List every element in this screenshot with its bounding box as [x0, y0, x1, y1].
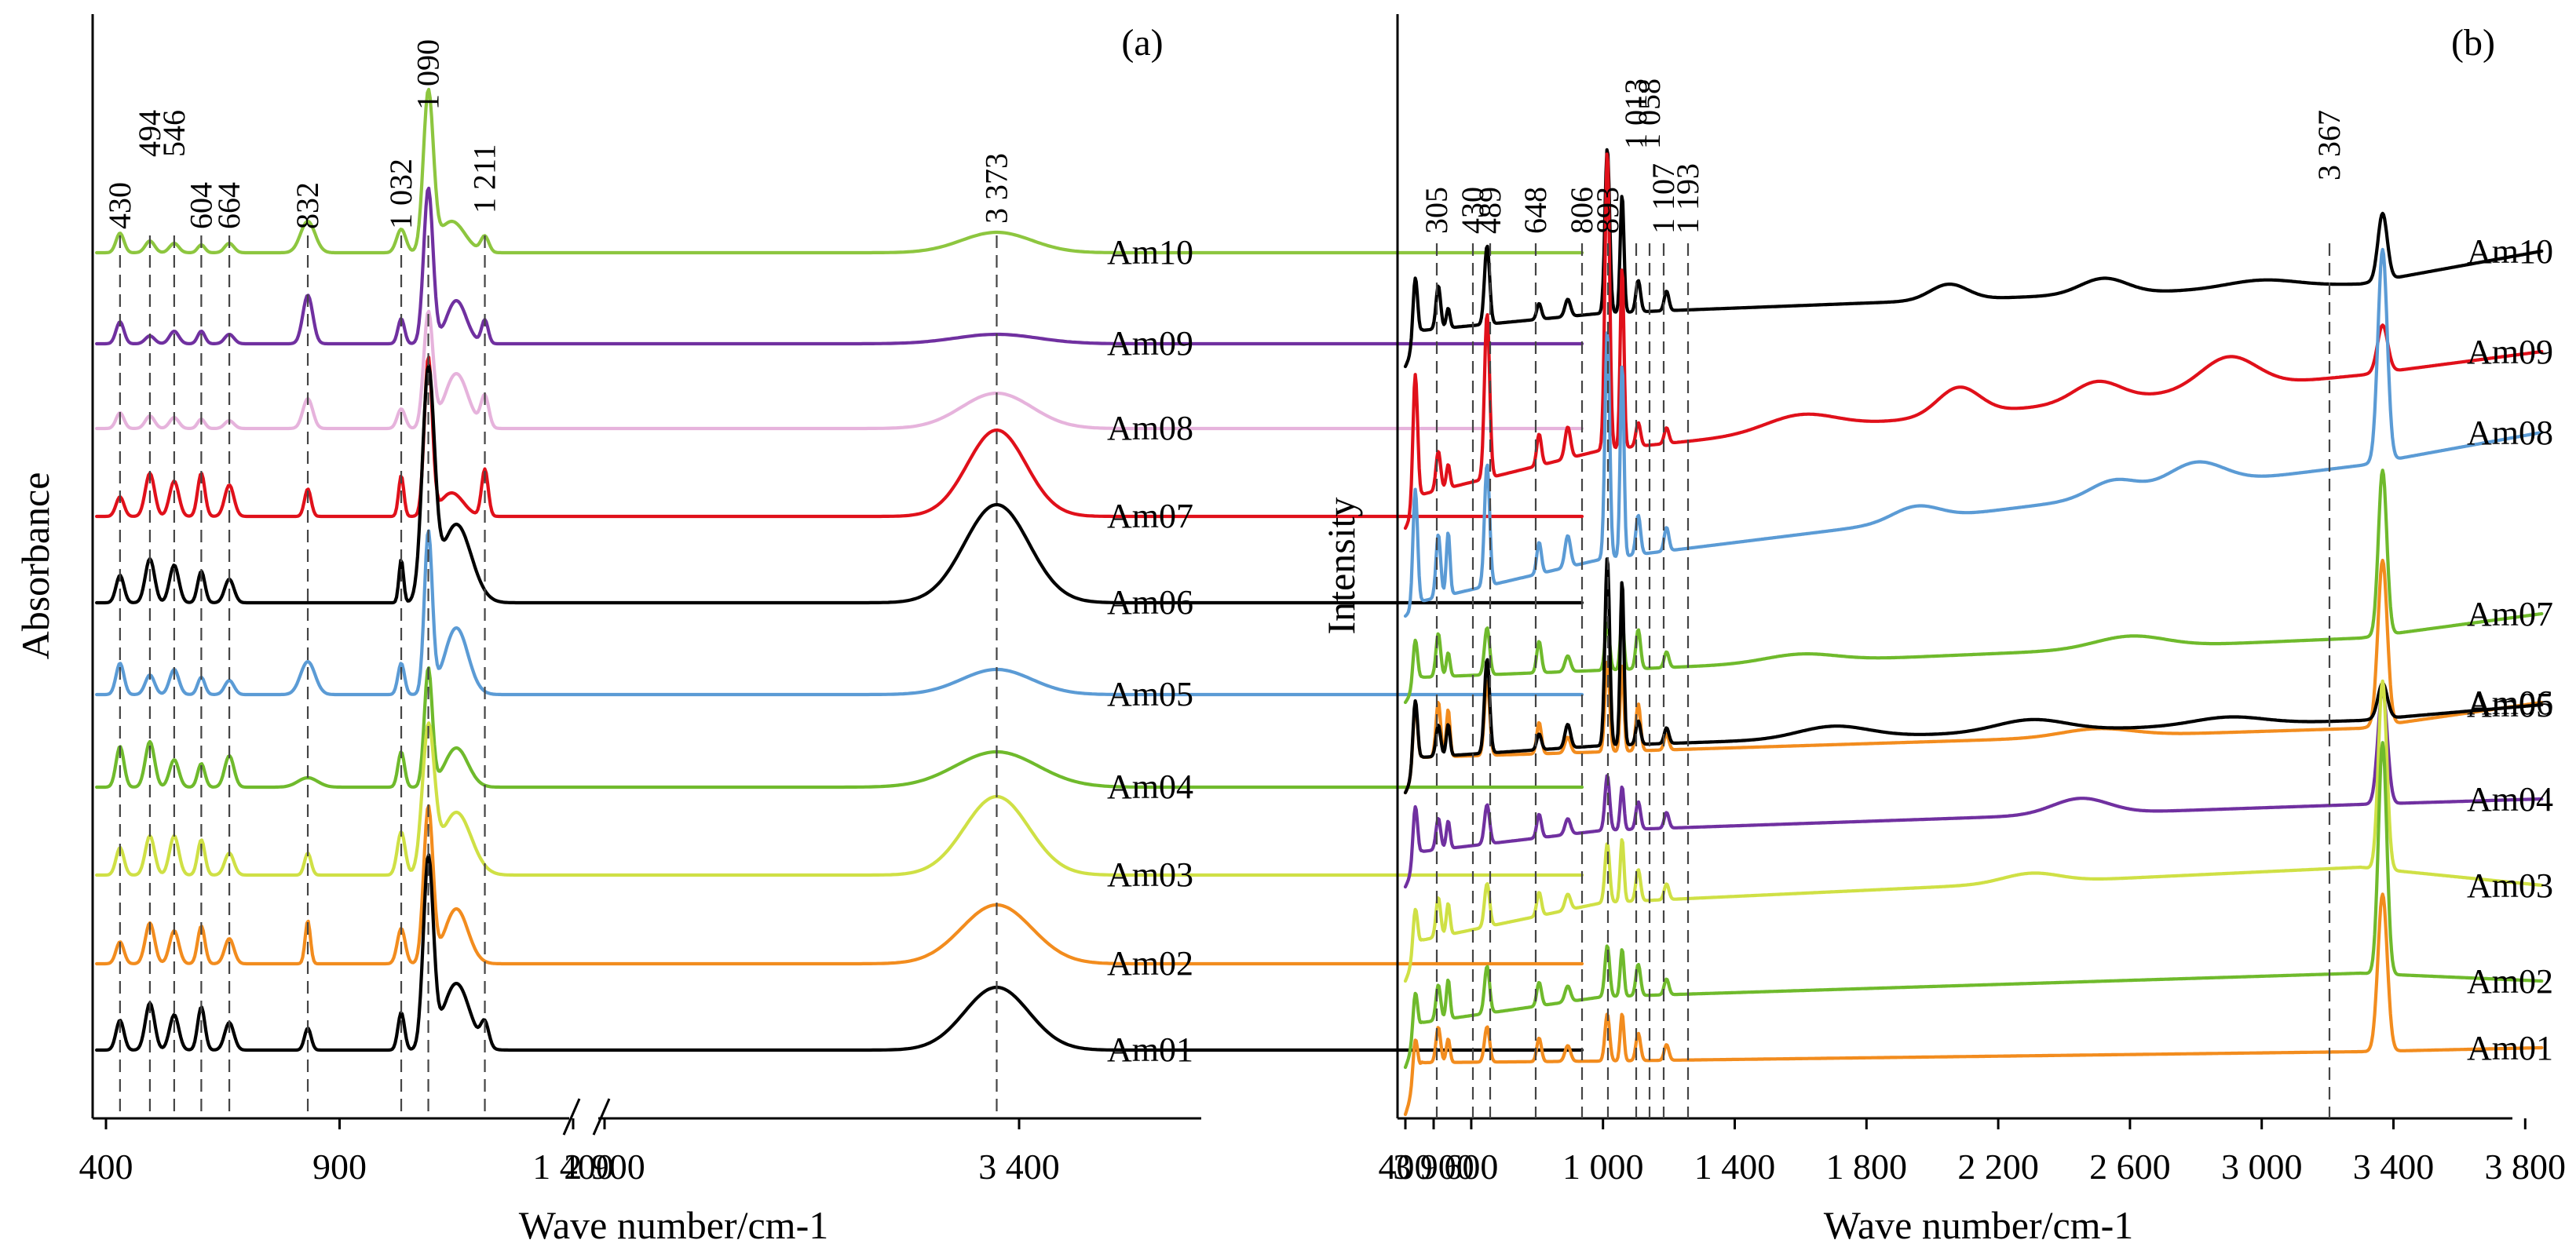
- x-tick-label-b-3-400: 3 400: [2353, 1147, 2435, 1187]
- series-label-b-am07: Am07: [2467, 595, 2553, 633]
- x-axis-label-a: Wave number/cm-1: [519, 1203, 828, 1247]
- x-tick-label-b-3-800: 3 800: [2485, 1147, 2567, 1187]
- series-label-b-am04: Am04: [2467, 780, 2553, 819]
- peak-label-a-604: 604: [183, 182, 218, 229]
- series-label-b-am08: Am08: [2467, 414, 2553, 452]
- series-label-a-am09: Am09: [1107, 324, 1193, 363]
- series-label-a-am03: Am03: [1107, 855, 1193, 894]
- peak-label-b-305: 305: [1419, 187, 1454, 234]
- peak-label-b-806: 806: [1564, 187, 1599, 234]
- x-tick-label-a-900: 900: [312, 1147, 367, 1187]
- series-label-b-am09: Am09: [2467, 333, 2553, 371]
- trace-b-am08: [1403, 247, 2544, 618]
- peak-label-a-546: 546: [156, 110, 192, 157]
- y-axis-label-b: Intensity: [1319, 498, 1363, 635]
- x-tick-label-a-400: 400: [79, 1147, 133, 1187]
- peak-label-b-3-367: 3 367: [2311, 110, 2347, 181]
- x-tick-label-a-1-400: 1 400: [532, 1147, 614, 1187]
- trace-b-am03: [1403, 679, 2544, 983]
- series-label-a-am05: Am05: [1107, 675, 1193, 713]
- peak-label-b-648: 648: [1518, 187, 1553, 234]
- panel-label-b: (b): [2451, 22, 2495, 64]
- x-tick-label-b-2-200: 2 200: [1957, 1147, 2039, 1187]
- trace-b-am10: [1403, 148, 2544, 369]
- trace-a-am03: [95, 721, 1584, 877]
- peak-label-a-832: 832: [290, 182, 325, 229]
- x-tick-label-a-3-900: 3 900: [1393, 1147, 1474, 1187]
- trace-a-am05: [95, 529, 1584, 697]
- peak-label-b-893: 893: [1590, 187, 1625, 234]
- y-axis-label-a: Absorbance: [13, 472, 57, 660]
- series-label-a-am08: Am08: [1107, 409, 1193, 447]
- trace-b-am07: [1403, 469, 2544, 705]
- series-label-b-am01: Am01: [2467, 1029, 2553, 1067]
- trace-a-am06: [95, 363, 1584, 605]
- trace-a-am09: [95, 186, 1584, 346]
- trace-b-am09: [1403, 152, 2544, 531]
- trace-b-am05: [1403, 557, 2544, 795]
- series-label-b-am02: Am02: [2467, 962, 2553, 1001]
- trace-a-am10: [95, 87, 1584, 255]
- trace-a-am07: [95, 356, 1584, 519]
- peak-label-b-430: 430: [1455, 187, 1490, 234]
- series-label-a-am04: Am04: [1107, 768, 1193, 806]
- series-label-b-am06: Am06: [2467, 684, 2553, 722]
- peak-label-a-664: 664: [211, 182, 247, 229]
- x-tick-label-b-1-400: 1 400: [1694, 1147, 1776, 1187]
- x-axis-label-b: Wave number/cm-1: [1824, 1203, 2133, 1247]
- trace-a-am01: [95, 853, 1584, 1052]
- trace-a-am02: [95, 804, 1584, 966]
- x-tick-label-a-2-900: 2 900: [564, 1147, 645, 1187]
- trace-b-am01: [1403, 892, 2544, 1117]
- peak-label-a-1-090: 1 090: [411, 39, 446, 110]
- x-tick-label-b-400: 400: [1379, 1147, 1433, 1187]
- x-tick-label-a-3-400: 3 400: [978, 1147, 1060, 1187]
- peak-label-a-1-211: 1 211: [467, 144, 502, 213]
- x-tick-label-b-2-600: 2 600: [2089, 1147, 2171, 1187]
- peak-label-b-1-107: 1 107: [1646, 163, 1681, 234]
- x-tick-label-b-1-800: 1 800: [1826, 1147, 1908, 1187]
- peak-label-b-489: 489: [1472, 187, 1507, 234]
- series-label-a-am02: Am02: [1107, 944, 1193, 983]
- x-tick-label-b-1-000: 1 000: [1562, 1147, 1644, 1187]
- axis-break-mark: [592, 1098, 611, 1136]
- trace-a-am04: [95, 666, 1584, 790]
- trace-a-am08: [95, 309, 1584, 431]
- series-label-b-am10: Am10: [2467, 232, 2553, 271]
- peak-label-a-1-032: 1 032: [383, 159, 418, 229]
- series-label-a-am10: Am10: [1107, 233, 1193, 272]
- series-label-a-am07: Am07: [1107, 497, 1193, 535]
- series-label-a-am01: Am01: [1107, 1030, 1193, 1069]
- series-label-b-am05: Am05: [2467, 686, 2553, 724]
- series-label-b-am03: Am03: [2467, 866, 2553, 905]
- peak-label-a-3-373: 3 373: [978, 153, 1014, 224]
- panel-b: 400 600 1 000 1 400 1 800 2 200 2 600 3 000 3 40…: [1319, 14, 2566, 1247]
- trace-b-am04: [1403, 688, 2544, 889]
- series-label-a-am06: Am06: [1107, 583, 1193, 622]
- axis-break-mark: [562, 1098, 581, 1136]
- peak-label-b-1-193: 1 193: [1670, 163, 1705, 234]
- peak-label-b-1-058: 1 058: [1631, 78, 1667, 149]
- trace-b-am06: [1403, 558, 2544, 795]
- panel-label-a: (a): [1121, 22, 1163, 64]
- trace-b-am02: [1403, 741, 2544, 1070]
- x-tick-label-b-3-000: 3 000: [2221, 1147, 2303, 1187]
- peak-label-a-430: 430: [102, 182, 137, 229]
- peak-label-b-1-013: 1 013: [1618, 78, 1653, 149]
- x-tick-label-b-600: 600: [1444, 1147, 1498, 1187]
- peak-label-a-494: 494: [132, 110, 167, 157]
